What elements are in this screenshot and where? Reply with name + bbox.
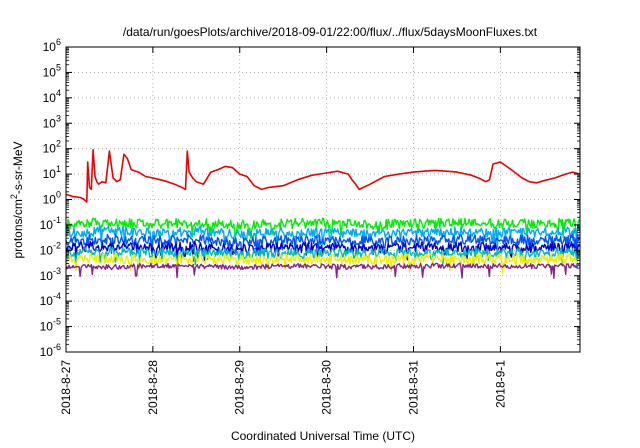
y-tick-label-exponent: -5: [53, 317, 61, 327]
x-tick-label: 2018-8-27: [59, 360, 73, 415]
x-tick-label: 2018-8-29: [233, 360, 247, 415]
series-line: [65, 233, 581, 257]
y-axis-title-rest: -s-sr-MeV: [11, 141, 25, 194]
y-tick-label-base: 10: [43, 167, 57, 181]
y-tick-label-exponent: 6: [56, 37, 61, 47]
y-tick-label: 100: [43, 190, 61, 207]
y-tick-label: 106: [43, 37, 61, 54]
y-tick-label-base: 10: [40, 345, 54, 359]
y-tick-label: 10-3: [40, 266, 61, 283]
y-tick-label: 103: [43, 113, 61, 130]
y-tick-label-exponent: -6: [53, 342, 61, 352]
y-tick-label-exponent: -1: [53, 215, 61, 225]
y-tick-label-base: 10: [40, 320, 54, 334]
y-tick-label: 104: [43, 88, 61, 105]
y-tick-label-exponent: -3: [53, 266, 61, 276]
y-tick-label-base: 10: [43, 40, 57, 54]
y-axis-title-sup: 2: [9, 194, 19, 199]
y-tick-label: 105: [43, 62, 61, 79]
y-axis-ticks: 10-610-510-410-310-210-11001011021031041…: [40, 37, 580, 359]
y-tick-label: 10-6: [40, 342, 61, 359]
y-tick-label: 10-1: [40, 215, 61, 232]
series-line: [65, 217, 581, 239]
y-tick-label: 10-5: [40, 317, 61, 334]
x-tick-label: 2018-8-28: [146, 360, 160, 415]
y-tick-label-base: 10: [40, 269, 54, 283]
y-tick-label-exponent: 4: [56, 88, 61, 98]
series-line: [65, 149, 581, 203]
series-line: [65, 226, 581, 248]
y-tick-label-base: 10: [43, 142, 57, 156]
y-tick-label-base: 10: [43, 65, 57, 79]
series-line: [65, 252, 581, 275]
y-tick-label-base: 10: [40, 243, 54, 257]
x-axis-title: Coordinated Universal Time (UTC): [231, 429, 415, 443]
y-tick-label: 101: [43, 164, 61, 181]
y-tick-label-exponent: 2: [56, 139, 61, 149]
y-tick-label: 10-2: [40, 240, 61, 257]
y-tick-label-base: 10: [40, 294, 54, 308]
x-tick-label: 2018-9-1: [493, 360, 507, 408]
y-tick-label: 10-4: [40, 291, 61, 308]
y-tick-label-exponent: 5: [56, 62, 61, 72]
y-tick-label-base: 10: [40, 218, 54, 232]
series-line: [65, 262, 580, 279]
y-tick-label-base: 10: [43, 116, 57, 130]
y-tick-label-base: 10: [43, 91, 57, 105]
series-line: [65, 246, 581, 267]
y-tick-label-exponent: -2: [53, 240, 61, 250]
series-line: [65, 241, 581, 262]
y-axis-title-base: protons/cm: [11, 199, 25, 258]
y-tick-label-exponent: 0: [56, 190, 61, 200]
y-tick-label-exponent: -4: [53, 291, 61, 301]
y-tick-label-base: 10: [43, 193, 57, 207]
y-axis-title: protons/cm2-s-sr-MeV: [9, 141, 25, 258]
chart-title: /data/run/goesPlots/archive/2018-09-01/2…: [123, 25, 538, 39]
series-layer: [65, 149, 581, 279]
x-tick-label: 2018-8-30: [320, 360, 334, 415]
y-tick-label: 102: [43, 139, 61, 156]
y-tick-label-exponent: 3: [56, 113, 61, 123]
x-tick-label: 2018-8-31: [406, 360, 420, 415]
y-tick-label-exponent: 1: [56, 164, 61, 174]
x-axis-ticks: 2018-8-27 2018-8-28 2018-8-29 2018-8-30 2018…: [59, 47, 507, 415]
